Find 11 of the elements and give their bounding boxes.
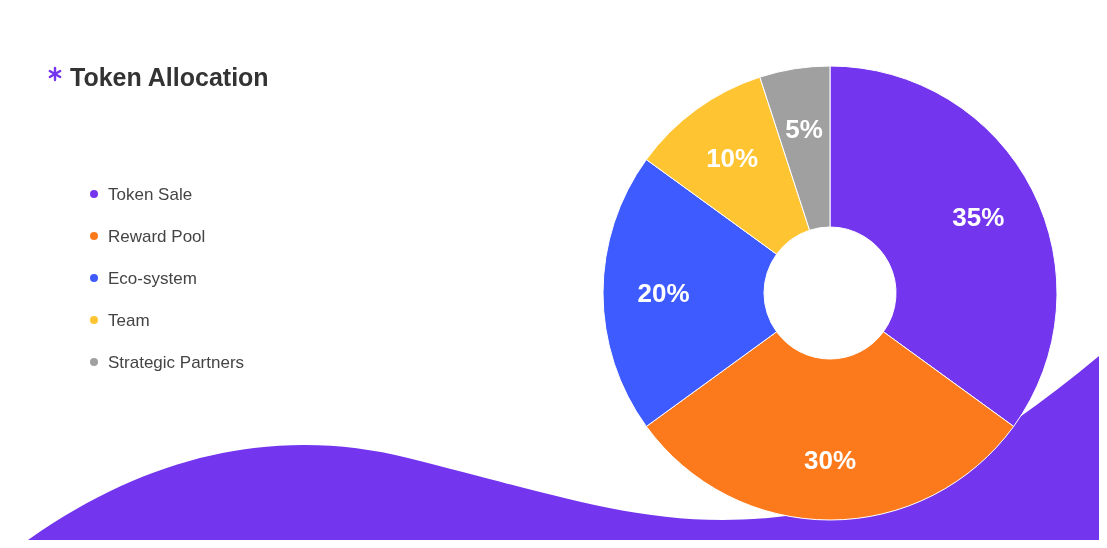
legend-label: Token Sale (108, 184, 193, 204)
legend-label: Strategic Partners (108, 352, 245, 372)
legend-label: Eco-system (108, 268, 197, 288)
legend-label: Reward Pool (108, 226, 206, 246)
data-label: 30% (803, 444, 857, 475)
data-label: 10% (706, 143, 759, 174)
data-label: 5% (785, 113, 823, 144)
legend-label: Team (108, 310, 150, 330)
data-label: 35% (952, 202, 1005, 233)
data-label: 20% (637, 278, 690, 308)
chart-title: Token Allocation (70, 63, 269, 91)
